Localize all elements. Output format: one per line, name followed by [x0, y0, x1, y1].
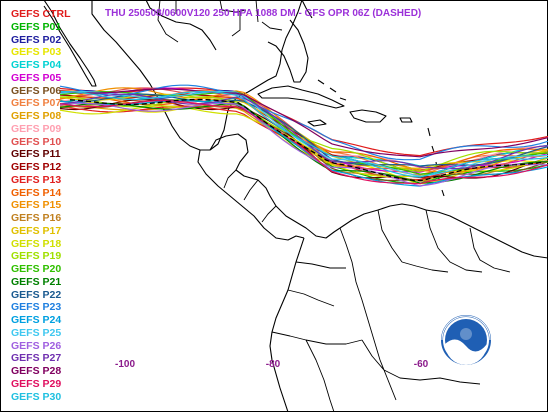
legend-item: GEFS P01 — [11, 20, 62, 33]
legend-item: GEFS P10 — [11, 135, 62, 148]
coastlines — [43, 0, 548, 412]
legend-item: GEFS P02 — [11, 33, 62, 46]
puerto-rico — [399, 117, 413, 123]
legend-item: GEFS P26 — [11, 339, 62, 352]
trajectory-line — [59, 93, 548, 167]
us-mexico-coast — [91, 0, 303, 151]
trajectory-line — [59, 105, 548, 178]
legend-item: GEFS P21 — [11, 275, 62, 288]
florida — [267, 19, 309, 83]
legend-item: GEFS P13 — [11, 173, 62, 186]
legend-item: GEFS P27 — [11, 352, 62, 365]
gfs-operational-line — [69, 98, 543, 182]
legend-item: GEFS P22 — [11, 288, 62, 301]
gfs-dashed-line — [69, 98, 543, 182]
trajectory-line — [59, 88, 548, 158]
legend-item: GEFS P30 — [11, 390, 62, 403]
trajectory-line — [59, 102, 548, 187]
legend-item: GEFS P15 — [11, 199, 62, 212]
legend-item: GEFS P16 — [11, 212, 62, 224]
legend-item: GEFS P17 — [11, 224, 62, 237]
legend-item: GEFS P19 — [11, 250, 62, 263]
lesser-antilles — [427, 127, 445, 197]
legend-item: GEFS P05 — [11, 71, 62, 84]
legend-item: GEFS P20 — [11, 263, 62, 275]
legend-item: GEFS P18 — [11, 237, 62, 250]
legend-item: GEFS P28 — [11, 365, 62, 377]
legend-item: GEFS P07 — [11, 97, 62, 110]
legend-item: GEFS P09 — [11, 122, 62, 135]
south-america-coast — [339, 203, 548, 259]
baja-california — [43, 0, 97, 87]
legend-item: GEFS P03 — [11, 46, 62, 59]
bahamas — [317, 79, 347, 101]
jamaica — [307, 119, 327, 127]
legend-item: GEFS P29 — [11, 377, 62, 390]
legend-item: GEFS P24 — [11, 314, 62, 326]
trajectory-line — [59, 100, 548, 187]
trajectory-line — [59, 99, 548, 185]
map-title: THU 250508/0600V120 250 HPA 1088 DM - GF… — [105, 8, 422, 19]
legend-item: GEFS P14 — [11, 186, 62, 199]
legend-item: GEFS P08 — [11, 110, 62, 122]
legend-item: GEFS CTRL — [11, 8, 71, 20]
legend-item: GEFS P11 — [11, 148, 61, 161]
legend-item: GEFS P04 — [11, 59, 62, 71]
country-borders — [157, 0, 511, 412]
lon-label: -80 — [265, 359, 281, 370]
trajectory-line — [59, 96, 548, 167]
south-america-west — [269, 237, 305, 412]
legend-item: GEFS P25 — [11, 326, 62, 339]
us-state-lines — [175, 0, 283, 37]
noaa-logo — [441, 315, 491, 365]
trajectory-line — [59, 90, 548, 177]
ensemble-trajectories — [59, 84, 548, 187]
us-mexico-border — [145, 0, 217, 51]
trajectory-line — [60, 90, 548, 178]
cuba — [257, 85, 345, 109]
central-america — [209, 133, 341, 239]
hispaniola — [349, 109, 387, 123]
legend-item: GEFS P23 — [11, 301, 62, 314]
legend-item: GEFS P06 — [11, 84, 62, 97]
legend-item: GEFS P12 — [11, 161, 62, 173]
lon-label: -60 — [413, 359, 429, 370]
lon-label: -100 — [114, 359, 136, 370]
central-america-pacific — [197, 149, 305, 241]
trajectory-line — [59, 84, 548, 161]
us-east-coast — [301, 0, 313, 19]
